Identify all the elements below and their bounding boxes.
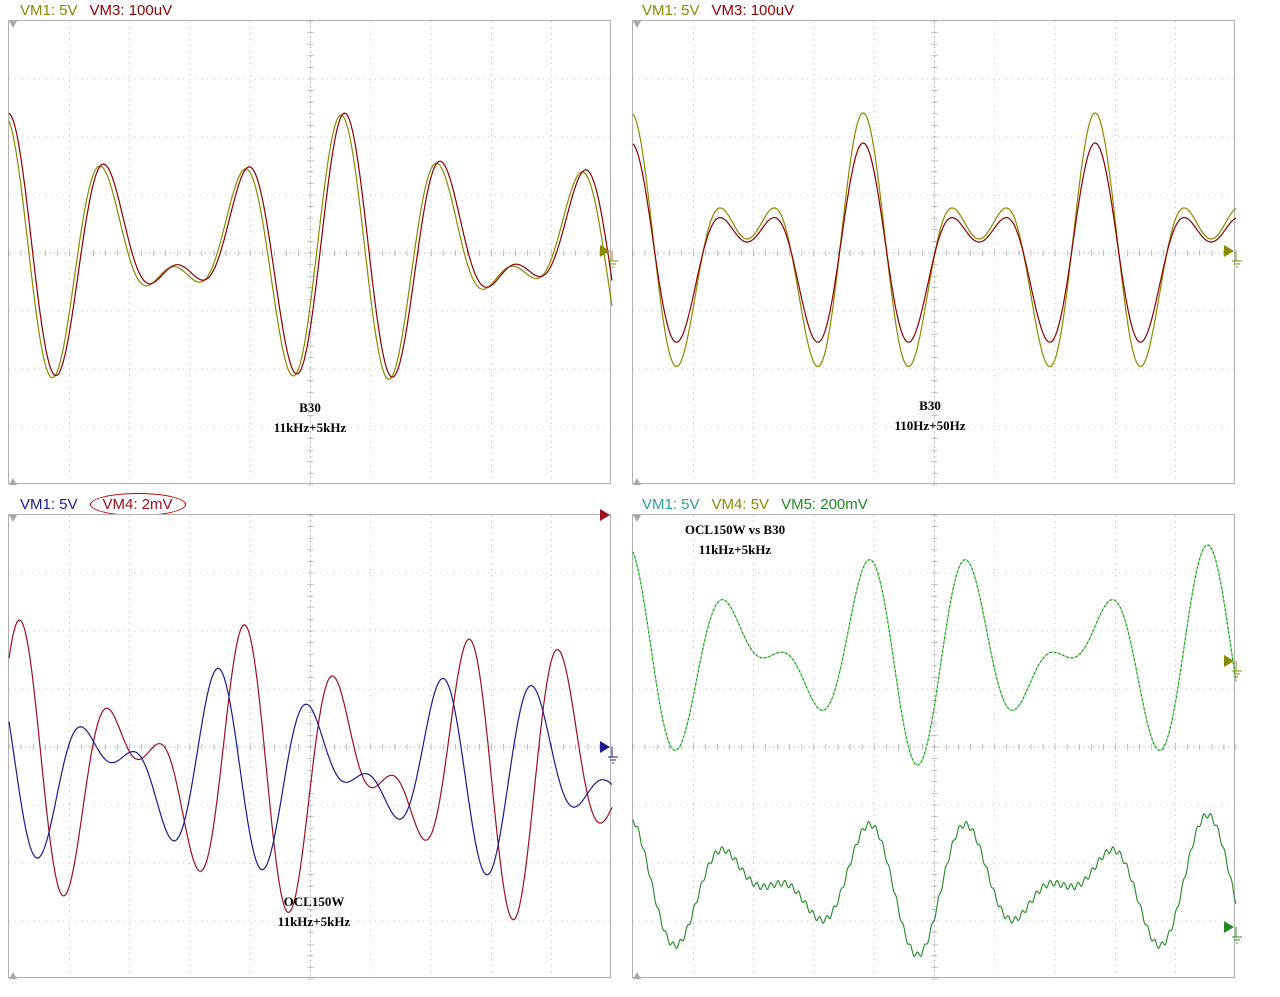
- ground-marker: [1224, 655, 1234, 667]
- channel-label-vm3: VM3: 100uV: [711, 2, 795, 19]
- channel-label-vm5: VM5: 200mV: [781, 496, 868, 513]
- plot-caption: OCL150W vs B30 11kHz+5kHz: [640, 520, 830, 560]
- caption-line-2: 110Hz+50Hz: [894, 418, 966, 433]
- channel-label-vm4: VM4: 5V: [711, 496, 770, 513]
- plot-caption: B30 110Hz+50Hz: [840, 396, 1020, 436]
- ground-icon: [1232, 251, 1242, 268]
- trace-vm4: [8, 619, 613, 921]
- trigger-marker-bottom: [9, 478, 17, 485]
- channel-legend: VM1: 5V VM4: 2mV: [20, 493, 198, 516]
- scope-grid: [632, 514, 1237, 980]
- scope-screen: [8, 509, 618, 980]
- trace-vm3: [632, 142, 1237, 343]
- trigger-marker-bottom: [633, 972, 641, 979]
- channel-label-vm3: VM3: 100uV: [89, 2, 173, 19]
- caption-line-2: 11kHz+5kHz: [277, 914, 351, 929]
- scope-screen: [632, 20, 1242, 486]
- channel-legend: VM1: 5V VM4: 5V VM5: 200mV: [642, 496, 880, 513]
- caption-line-1: B30: [299, 400, 321, 415]
- channel-legend: VM1: 5V VM3: 100uV: [20, 2, 184, 19]
- channel-legend: VM1: 5V VM3: 100uV: [642, 2, 806, 19]
- scope-grid: [8, 514, 613, 980]
- plot-caption: OCL150W 11kHz+5kHz: [224, 892, 404, 932]
- waveform-plot: [632, 514, 1242, 980]
- trigger-marker-bottom: [9, 972, 17, 979]
- ground-icon: [608, 251, 618, 268]
- ground-marker: [600, 509, 610, 521]
- trace-vm5: [632, 812, 1237, 958]
- trigger-marker-top: [9, 515, 17, 522]
- waveform-plot: [632, 20, 1242, 486]
- caption-line-1: OCL150W vs B30: [684, 522, 786, 537]
- scope-grid: [8, 20, 613, 486]
- caption-line-2: 11kHz+5kHz: [273, 420, 347, 435]
- ground-icon: [1232, 661, 1242, 678]
- plot-caption: B30 11kHz+5kHz: [220, 398, 400, 438]
- ground-icon: [608, 747, 618, 764]
- trace-vm3: [8, 112, 613, 378]
- caption-line-1: OCL150W: [283, 894, 345, 909]
- trigger-marker-top: [633, 21, 641, 28]
- trigger-marker-top: [633, 515, 641, 522]
- ground-marker: [600, 245, 610, 257]
- channel-label-vm1: VM1: 5V: [20, 496, 78, 513]
- channel-label-vm4: VM4: 2mV: [89, 493, 186, 516]
- caption-line-2: 11kHz+5kHz: [698, 542, 772, 557]
- trace-vm4-overlay: [632, 544, 1237, 766]
- ground-marker: [1224, 921, 1234, 933]
- channel-label-vm1: VM1: 5V: [642, 2, 700, 19]
- waveform-plot: [8, 509, 618, 980]
- trigger-marker-bottom: [633, 478, 641, 485]
- channel-label-vm1: VM1: 5V: [642, 496, 700, 513]
- scope-screen: [632, 514, 1242, 980]
- waveform-plot: [8, 20, 618, 486]
- trigger-marker-top: [9, 21, 17, 28]
- ground-marker: [1224, 245, 1234, 257]
- trace-vm1: [8, 114, 613, 380]
- ground-marker: [600, 741, 610, 753]
- ground-icon: [1232, 927, 1242, 944]
- trace-vm1: [8, 667, 613, 876]
- caption-line-1: B30: [919, 398, 941, 413]
- scope-screen: [8, 20, 618, 486]
- channel-label-vm1: VM1: 5V: [20, 2, 78, 19]
